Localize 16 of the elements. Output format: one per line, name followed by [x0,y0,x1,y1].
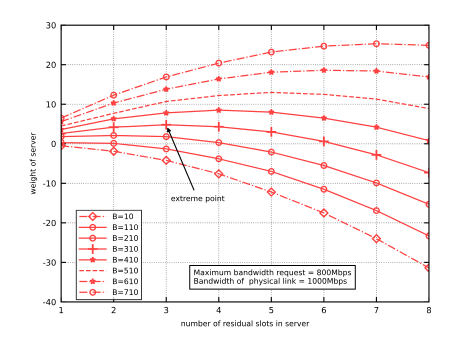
x-tick-label: 8 [426,306,432,314]
x-tick-label: 5 [269,307,274,314]
y-tick-label: 30 [46,22,56,28]
x-tick-label: 2 [112,306,116,314]
x-tick-label: 3 [164,306,168,314]
y-tick-label: 0 [52,140,56,148]
x-tick-label: 4 [216,307,221,314]
y-tick-label: 20 [46,62,56,68]
x-tick-label: 7 [374,307,378,314]
y-tick-label: -10 [43,180,56,187]
y-tick-label: 10 [46,101,56,108]
y-tick-label: -20 [43,220,56,226]
x-tick-label: 1 [59,307,64,314]
y-tick-label: -30 [43,259,56,266]
y-tick-label: -40 [43,298,56,306]
x-tick-label: 6 [322,306,326,314]
